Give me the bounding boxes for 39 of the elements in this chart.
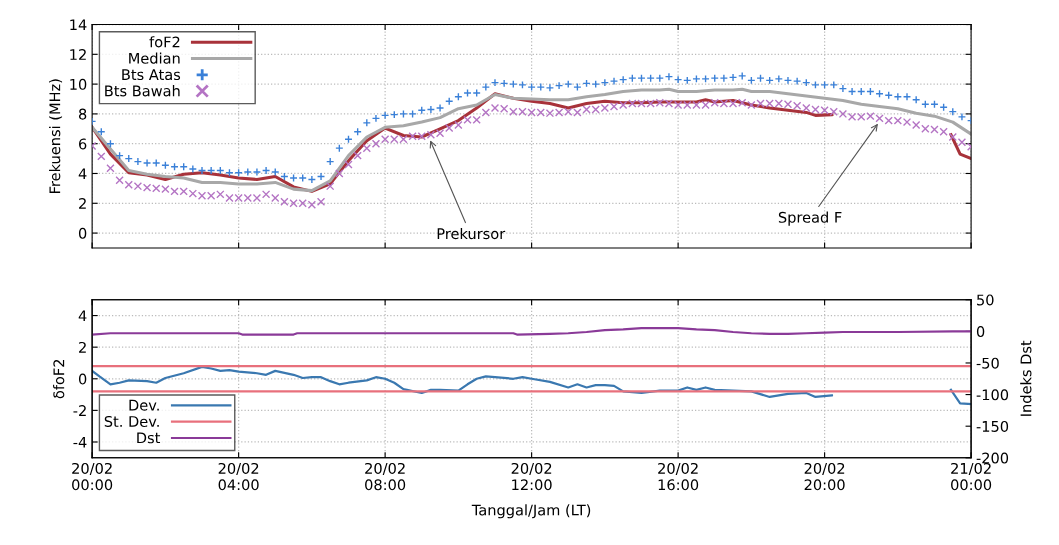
y2-tick-label: 0 — [976, 326, 985, 338]
legend-label: Dev. — [129, 399, 159, 411]
x-tick-label: 21/02 00:00 — [951, 462, 992, 491]
y-tick-label: 4 — [78, 168, 87, 180]
legend-label: Median — [129, 52, 180, 64]
y-tick-label: -2 — [73, 405, 86, 416]
x-axis-title: Tanggal/Jam (LT) — [471, 504, 591, 519]
x-tick-label: 20/02 12:00 — [511, 462, 552, 491]
y-tick-label: 12 — [70, 49, 86, 60]
x-tick-label: 20/02 20:00 — [804, 462, 845, 491]
y2-tick-label: -100 — [976, 389, 1009, 401]
y-tick-label: 4 — [78, 310, 87, 322]
legend-label: Bts Bawah — [105, 85, 180, 97]
y-tick-label: 2 — [79, 341, 86, 353]
legend-label: foF2 — [149, 36, 180, 48]
y-tick-label: 8 — [78, 108, 87, 120]
legend-label: Bts Atas — [122, 69, 181, 81]
y-axis-title: δfoF2 — [53, 359, 65, 399]
y2-tick-label: 50 — [977, 294, 994, 306]
x-tick-label: 20/02 16:00 — [658, 462, 699, 491]
y2-tick-label: -150 — [976, 420, 1009, 432]
y2-axis-title: Indeks Dst — [1020, 340, 1032, 416]
y-tick-label: 0 — [78, 373, 87, 385]
y2-tick-label: -200 — [976, 452, 1009, 464]
x-tick-label: 20/02 08:00 — [365, 462, 406, 491]
legend-label: St. Dev. — [104, 415, 159, 428]
y-tick-label: 0 — [78, 227, 87, 239]
annotation: Spread F — [778, 211, 842, 226]
y-axis-title: Frekuensi (MHz) — [49, 79, 63, 193]
y-tick-label: 6 — [79, 138, 87, 150]
x-tick-label: 20/02 04:00 — [218, 462, 259, 491]
legend-label: Dst — [137, 432, 161, 444]
x-tick-label: 20/02 00:00 — [72, 462, 113, 491]
y2-tick-label: -50 — [976, 357, 999, 369]
y-tick-label: 10 — [70, 78, 87, 90]
annotation: Prekursor — [437, 227, 506, 240]
y-tick-label: 2 — [79, 198, 86, 209]
y-tick-label: -4 — [73, 436, 87, 448]
y-tick-label: 14 — [70, 19, 87, 31]
